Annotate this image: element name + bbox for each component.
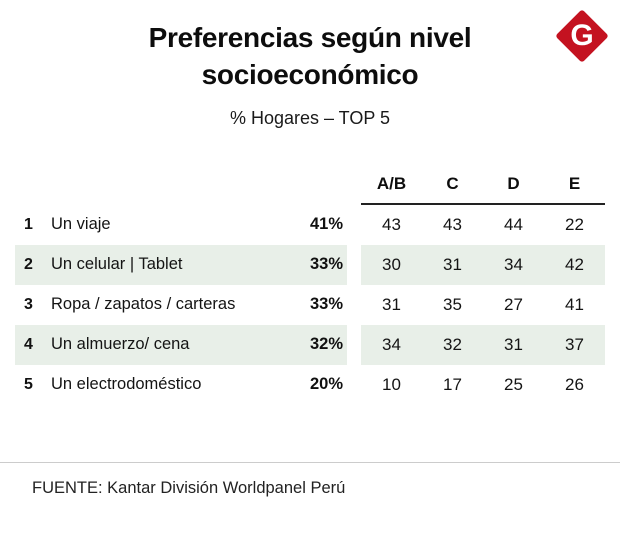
value-cell-e: 42: [565, 254, 584, 274]
row-percent: 20%: [309, 375, 343, 394]
row-rank: 5: [24, 375, 33, 393]
value-cell-e: 41: [565, 294, 584, 314]
row-values: 31 35 27 41: [361, 285, 605, 325]
row-label: Un electrodoméstico: [51, 375, 202, 394]
table-row: 4 Un almuerzo/ cena 32% 34 32 31 37: [15, 324, 605, 365]
row-label: Un viaje: [51, 215, 111, 234]
row-label: Un celular | Tablet: [51, 255, 183, 274]
gestion-logo: G: [554, 8, 610, 64]
value-cell-c: 17: [443, 374, 462, 394]
row-left: 5 Un electrodoméstico 20%: [15, 365, 347, 405]
value-cell-ab: 34: [382, 334, 401, 354]
value-cell-c: 31: [443, 254, 462, 274]
logo-letter: G: [570, 19, 594, 52]
value-cell-c: 35: [443, 294, 462, 314]
row-left: 4 Un almuerzo/ cena 32%: [15, 324, 347, 365]
row-rank: 2: [24, 255, 33, 273]
table-row: 3 Ropa / zapatos / carteras 33% 31 35 27…: [15, 285, 605, 325]
col-header-d: D: [507, 173, 520, 193]
title-line-1: Preferencias según nivel: [148, 22, 472, 53]
row-label: Ropa / zapatos / carteras: [51, 295, 236, 314]
value-cell-d: 34: [504, 254, 523, 274]
row-values: 43 43 44 22: [361, 205, 605, 245]
table-row: 1 Un viaje 41% 43 43 44 22: [15, 205, 605, 245]
row-percent: 33%: [309, 295, 343, 314]
row-rank: 3: [24, 295, 33, 313]
value-cell-e: 22: [565, 214, 584, 234]
value-cell-c: 32: [443, 334, 462, 354]
preferences-table: A/B C D E 1 Un viaje 41% 43 43 44 22 2: [15, 157, 605, 405]
col-header-ab: A/B: [376, 173, 407, 193]
row-label: Un almuerzo/ cena: [51, 335, 190, 354]
row-left: 3 Ropa / zapatos / carteras 33%: [15, 285, 347, 325]
value-cell-e: 37: [565, 334, 584, 354]
value-cell-d: 27: [504, 294, 523, 314]
group-headers: A/B C D E: [361, 157, 605, 205]
value-cell-ab: 30: [382, 254, 401, 274]
row-percent: 33%: [309, 255, 343, 274]
row-left: 1 Un viaje 41%: [15, 205, 347, 245]
value-cell-ab: 10: [382, 374, 401, 394]
row-values: 10 17 25 26: [361, 365, 605, 405]
value-cell-d: 25: [504, 374, 523, 394]
row-values: 30 31 34 42: [361, 244, 605, 285]
footer-divider: [0, 461, 620, 463]
value-cell-d: 44: [504, 214, 523, 234]
header-spacer: [15, 157, 347, 205]
row-left: 2 Un celular | Tablet 33%: [15, 244, 347, 285]
row-percent: 41%: [309, 215, 343, 234]
table-row: 5 Un electrodoméstico 20% 10 17 25 26: [15, 365, 605, 405]
title-line-2: socioeconómico: [201, 58, 419, 90]
source-text: FUENTE: Kantar División Worldpanel Perú: [32, 478, 346, 497]
row-percent: 32%: [309, 335, 343, 354]
row-rank: 4: [24, 335, 33, 353]
value-cell-e: 26: [565, 374, 584, 394]
row-rank: 1: [24, 215, 33, 233]
subtitle: % Hogares – TOP 5: [229, 107, 391, 128]
col-header-c: C: [446, 173, 459, 193]
value-cell-ab: 43: [382, 214, 401, 234]
value-cell-c: 43: [443, 214, 462, 234]
row-values: 34 32 31 37: [361, 324, 605, 365]
table-header-row: A/B C D E: [15, 157, 605, 205]
page-title: Preferencias según nivel socioeconómico: [0, 20, 620, 94]
table-row: 2 Un celular | Tablet 33% 30 31 34 42: [15, 244, 605, 285]
col-header-e: E: [568, 173, 581, 193]
value-cell-ab: 31: [382, 294, 401, 314]
value-cell-d: 31: [504, 334, 523, 354]
